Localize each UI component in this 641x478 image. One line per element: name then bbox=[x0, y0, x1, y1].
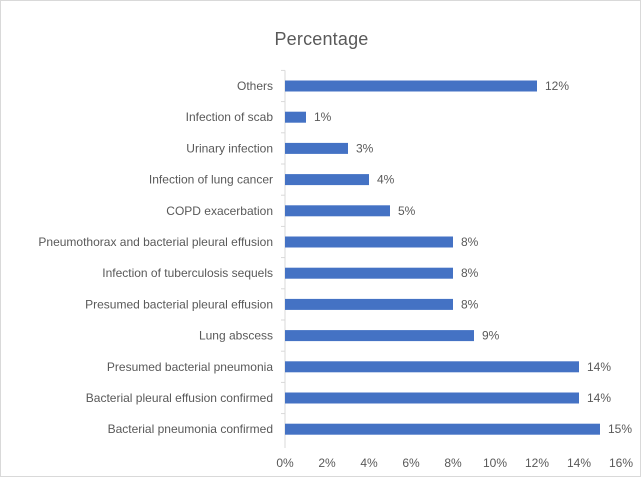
data-label: 9% bbox=[482, 329, 500, 343]
bar bbox=[285, 423, 600, 435]
data-label: 14% bbox=[587, 391, 611, 405]
x-tick-label: 6% bbox=[402, 456, 420, 470]
x-tick-label: 16% bbox=[609, 456, 633, 470]
category-label: Others bbox=[237, 79, 273, 93]
bar bbox=[285, 142, 348, 154]
category-label: Lung abscess bbox=[199, 329, 273, 343]
x-tick-label: 10% bbox=[483, 456, 507, 470]
bar bbox=[285, 392, 579, 404]
data-label: 1% bbox=[314, 110, 332, 124]
category-label: Urinary infection bbox=[186, 141, 273, 155]
bar bbox=[285, 174, 369, 186]
x-tick-label: 8% bbox=[444, 456, 462, 470]
data-label: 8% bbox=[461, 266, 479, 280]
x-tick-label: 2% bbox=[318, 456, 336, 470]
data-label: 4% bbox=[377, 173, 395, 187]
bar bbox=[285, 330, 474, 342]
chart-title: Percentage bbox=[274, 29, 369, 49]
category-label: Pneumothorax and bacterial pleural effus… bbox=[38, 235, 273, 249]
category-label: Infection of scab bbox=[186, 110, 274, 124]
bar bbox=[285, 205, 390, 217]
category-label: Presumed bacterial pleural effusion bbox=[85, 297, 273, 311]
bar bbox=[285, 111, 306, 123]
bar bbox=[285, 298, 453, 310]
category-label: Infection of lung cancer bbox=[149, 173, 273, 187]
bar bbox=[285, 80, 537, 92]
data-label: 8% bbox=[461, 235, 479, 249]
category-label: COPD exacerbation bbox=[166, 204, 273, 218]
bar bbox=[285, 361, 579, 373]
category-label: Bacterial pneumonia confirmed bbox=[108, 422, 273, 436]
bar bbox=[285, 236, 453, 248]
data-label: 12% bbox=[545, 79, 569, 93]
data-label: 3% bbox=[356, 141, 374, 155]
x-tick-label: 12% bbox=[525, 456, 549, 470]
category-label: Bacterial pleural effusion confirmed bbox=[86, 391, 273, 405]
data-label: 8% bbox=[461, 297, 479, 311]
data-label: 15% bbox=[608, 422, 632, 436]
bar bbox=[285, 267, 453, 279]
category-label: Infection of tuberculosis sequels bbox=[102, 266, 273, 280]
data-label: 5% bbox=[398, 204, 416, 218]
category-label: Presumed bacterial pneumonia bbox=[107, 360, 273, 374]
data-label: 14% bbox=[587, 360, 611, 374]
x-tick-label: 14% bbox=[567, 456, 591, 470]
x-tick-label: 0% bbox=[276, 456, 294, 470]
x-tick-label: 4% bbox=[360, 456, 378, 470]
